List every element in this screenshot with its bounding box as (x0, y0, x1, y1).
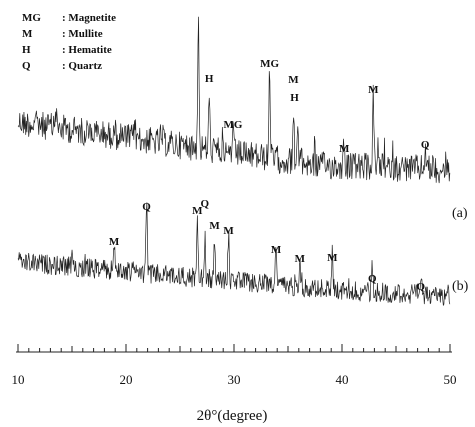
series-labels: (a) (b) (452, 206, 469, 294)
legend: MG : Magnetite M : Mullite H : Hematite Q : Qua… (22, 12, 116, 72)
legend-symbol: H (22, 44, 31, 56)
series-label: (a) (452, 206, 468, 221)
peak-label: M (223, 225, 234, 237)
peak-label: Q (142, 201, 151, 213)
peak-label: M (339, 143, 350, 155)
x-tick-label: 40 (336, 372, 349, 387)
peak-label: Q (421, 139, 430, 151)
peak-label: Q (201, 198, 210, 210)
legend-phase: : Mullite (62, 28, 103, 40)
legend-symbol: M (22, 28, 33, 40)
traces (17, 16, 451, 307)
x-tick-label: 30 (228, 372, 241, 387)
peak-label: Q (417, 281, 426, 293)
peak-label: M (288, 74, 299, 86)
peak-label: H (290, 92, 299, 104)
x-tick-label: 20 (120, 372, 133, 387)
peak-label: M (368, 84, 379, 96)
series-label: (b) (452, 279, 469, 294)
x-axis: 10 20 30 40 50 (12, 344, 457, 387)
legend-phase: : Hematite (62, 44, 112, 56)
peak-label: MG (260, 58, 279, 70)
legend-phase: : Magnetite (62, 12, 116, 24)
peak-label: MG (223, 119, 242, 131)
x-tick-label: 10 (12, 372, 25, 387)
x-axis-title: 2θ°(degree) (197, 408, 268, 424)
peak-label: M (327, 252, 338, 264)
legend-symbol: Q (22, 60, 31, 72)
peak-label: Q (368, 273, 377, 285)
legend-symbol: MG (22, 12, 41, 24)
peak-label: M (209, 220, 220, 232)
peak-label: H (205, 73, 214, 85)
peak-label: M (109, 236, 120, 248)
legend-phase: : Quartz (62, 60, 102, 72)
series-trace-a (17, 16, 451, 184)
peak-label: M (295, 253, 306, 265)
x-tick-label: 50 (444, 372, 457, 387)
series-trace-b (17, 202, 451, 307)
peak-label: M (271, 244, 282, 256)
peak-label: M (192, 205, 203, 217)
